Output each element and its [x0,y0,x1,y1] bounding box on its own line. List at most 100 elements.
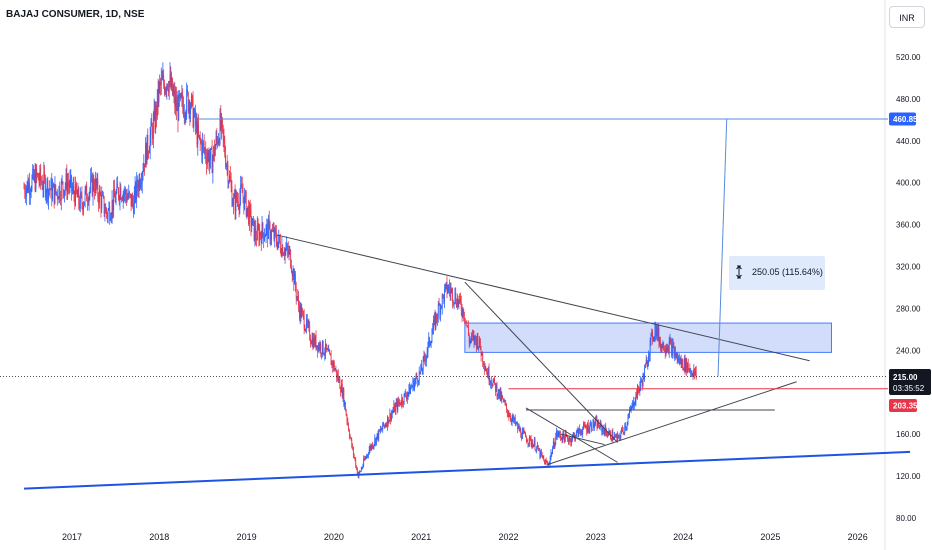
currency-button[interactable]: INR [889,6,925,28]
candle-body [47,180,49,200]
steep-down-line[interactable] [464,281,618,443]
candle-body [334,369,336,371]
candle-body [291,267,292,273]
candle-body [419,371,421,373]
candle-body [180,94,182,97]
candle-body [61,181,63,183]
candle-body [305,329,307,331]
candle-body [216,136,218,139]
candle-body [312,338,314,348]
candle-body [655,325,657,337]
candle-body [311,338,313,345]
candle-body [329,353,331,356]
x-tick-label: 2019 [237,532,257,542]
candle-body [92,178,94,196]
time-axis[interactable]: 2017 2018 2019 2020 2021 2022 2023 2024 2025 2026 [62,532,868,542]
candle-body [355,459,357,468]
projection-line[interactable] [717,118,728,377]
candle-body [386,424,388,427]
candle-body [552,448,553,454]
candle-body [425,359,426,362]
candle-body [128,191,130,198]
candle-body [148,151,150,154]
candle-body [488,368,490,382]
long-term-support-line[interactable] [23,450,911,490]
candle-body [98,190,100,204]
candle-body [525,437,527,442]
candle-body [252,218,254,219]
candle-body [230,181,232,187]
candle-body [589,425,591,431]
candle-body [314,335,316,346]
candle-body [669,339,671,342]
candle-body [461,311,463,316]
candle-body [293,269,295,285]
candle-body [214,147,216,156]
candle-body [214,146,215,156]
candle-body [286,244,288,249]
rising-support-line[interactable] [547,381,797,465]
candle-body [59,186,61,199]
candle-body [56,191,58,198]
candle-body [142,170,144,174]
candle-body [688,369,690,370]
candle-body [562,431,564,441]
candle-body [276,242,278,249]
candle-body [569,438,571,441]
candle-body [145,144,146,168]
candle-body [143,163,145,171]
candle-body [512,416,514,419]
candle-body [433,316,435,320]
candle-body [36,168,38,176]
wedge-lower-line[interactable] [525,407,618,463]
candle-body [121,198,123,201]
candle-body [179,93,180,99]
candle-body [437,304,439,318]
candle-body [94,188,96,194]
candle-body [273,229,275,240]
measure-tool[interactable]: 250.05 (115.64%) [729,256,825,290]
candle-body [296,296,298,298]
candle-body [32,168,34,178]
candle-body [451,288,453,290]
candle-body [400,404,402,406]
candle-body [564,433,566,442]
descending-trendline[interactable] [277,234,810,362]
candle-body [221,118,223,126]
candle-body [445,284,446,289]
candle-body [643,373,645,380]
candle-body [658,328,660,343]
candle-body [149,135,151,152]
candle-body [483,362,484,366]
candle-body [370,446,372,449]
candle-body [354,457,356,460]
candle-body [530,438,532,445]
candle-body [612,432,614,440]
candle-body [248,204,250,225]
candle-body [70,175,72,180]
candle-body [521,431,523,439]
candle-body [257,225,259,229]
wedge-upper-line[interactable] [560,433,605,446]
candle-body [152,118,154,139]
candle-body [478,346,480,348]
candle-body [226,164,228,166]
candle-body [163,75,165,85]
candle-body [161,78,163,80]
candle-body [636,393,638,398]
candle-body [411,386,413,388]
candle-body [629,409,630,416]
candle-body [685,358,687,371]
candle-body [584,424,586,428]
resistance-zone[interactable] [464,322,833,353]
candle-body [136,179,138,200]
candle-body [625,426,627,429]
candle-body [595,419,596,425]
candle-body [602,428,603,432]
candle-body [185,113,187,118]
candle-body [486,371,488,373]
candle-body [164,89,166,94]
candle-body [398,402,400,404]
candle-body [45,178,46,197]
